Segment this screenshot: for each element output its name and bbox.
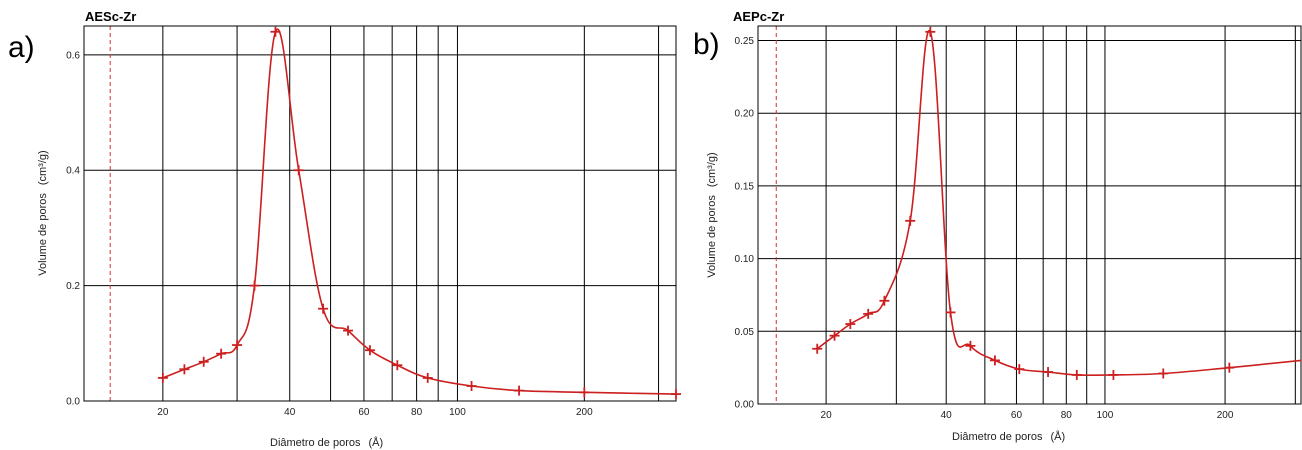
x-tick-label-a-0: 20 — [157, 407, 169, 418]
x-tick-label-a-4: 100 — [449, 407, 466, 418]
plot-frame-b — [757, 25, 1302, 405]
x-tick-label-b-4: 100 — [1097, 410, 1114, 421]
data-point-b-9 — [989, 355, 1000, 366]
data-point-a-1 — [179, 364, 190, 375]
data-point-b-12 — [1071, 369, 1082, 380]
y-tick-label-a-1: 0.2 — [66, 281, 80, 292]
x-axis-title-b: Diâmetro de poros (Å) — [952, 430, 1065, 443]
data-point-a-5 — [249, 280, 260, 291]
series-line-b — [816, 29, 1302, 376]
data-point-b-3 — [863, 308, 874, 319]
data-point-b-15 — [1224, 362, 1235, 373]
series-line-a — [162, 28, 677, 395]
y-ticks-b: 0.00 0.05 0.10 0.15 0.20 0.25 — [735, 36, 755, 410]
series-markers-b — [812, 26, 1235, 380]
grid-b — [758, 26, 1301, 405]
y-tick-label-b-5: 0.25 — [735, 36, 755, 47]
x-ticks-a: 20 40 60 80 100 200 — [157, 407, 593, 418]
data-point-a-4 — [232, 340, 243, 351]
grid-a — [84, 26, 676, 402]
x-tick-label-a-3: 80 — [411, 407, 423, 418]
y-tick-label-a-3: 0.6 — [66, 50, 80, 61]
data-point-a-2 — [198, 356, 209, 367]
data-point-b-14 — [1158, 368, 1169, 379]
panel-letter-a: a) — [8, 31, 35, 64]
chart-title-a: AESc-Zr — [85, 9, 136, 24]
data-point-a-8 — [318, 303, 329, 314]
y-tick-label-b-1: 0.05 — [735, 327, 755, 338]
y-tick-label-a-0: 0.0 — [66, 397, 80, 408]
y-tick-label-b-0: 0.00 — [735, 400, 755, 411]
y-tick-label-a-2: 0.4 — [66, 166, 80, 177]
data-point-b-2 — [845, 319, 856, 330]
data-point-a-14 — [514, 385, 525, 396]
data-point-a-9 — [343, 325, 354, 336]
panel-letter-b: b) — [693, 28, 720, 61]
data-point-a-15 — [579, 387, 590, 398]
x-tick-label-b-5: 200 — [1217, 410, 1234, 421]
data-point-b-0 — [812, 343, 823, 354]
data-point-b-6 — [925, 26, 936, 37]
x-ticks-b: 20 40 60 80 100 200 — [821, 410, 1234, 421]
data-point-a-7 — [293, 165, 304, 176]
y-ticks-a: 0.0 0.2 0.4 0.6 — [66, 50, 80, 407]
y-tick-label-b-2: 0.10 — [735, 254, 755, 265]
x-tick-label-b-2: 60 — [1011, 410, 1023, 421]
chart-panel-a: a) AESc-Zr 0.0 0.2 0.4 0.6 20 40 60 80 100 200 D… — [8, 9, 681, 449]
data-point-a-11 — [392, 360, 403, 371]
x-tick-label-a-5: 200 — [576, 407, 593, 418]
data-point-b-13 — [1108, 369, 1119, 380]
data-point-a-16 — [671, 389, 681, 400]
y-axis-title-a: Volume de poros(cm³/g) — [37, 150, 49, 275]
series-markers-a — [157, 26, 681, 400]
data-point-b-4 — [879, 295, 890, 306]
data-point-b-8 — [965, 340, 976, 351]
data-point-b-11 — [1043, 367, 1054, 378]
y-tick-label-b-4: 0.20 — [735, 109, 755, 120]
data-point-a-6 — [270, 26, 281, 37]
x-tick-label-b-1: 40 — [941, 410, 953, 421]
data-point-b-7 — [945, 307, 956, 318]
data-point-a-0 — [157, 372, 168, 383]
data-point-a-3 — [216, 348, 227, 359]
x-tick-label-a-2: 60 — [358, 407, 370, 418]
x-tick-label-b-0: 20 — [821, 410, 833, 421]
y-axis-title-b: Volume de poros(cm³/g) — [706, 152, 718, 277]
data-point-b-5 — [905, 215, 916, 226]
plot-frame-a — [83, 25, 677, 402]
chart-title-b: AEPc-Zr — [733, 9, 784, 24]
x-tick-label-a-1: 40 — [284, 407, 296, 418]
x-axis-title-a: Diâmetro de poros (Å) — [270, 436, 383, 449]
data-point-a-10 — [364, 345, 375, 356]
chart-panel-b: b) AEPc-Zr 0.00 0.05 0.10 0.15 0.20 0.25 20 40… — [693, 9, 1302, 443]
data-point-a-12 — [422, 372, 433, 383]
x-tick-label-b-3: 80 — [1061, 410, 1073, 421]
data-point-a-13 — [466, 381, 477, 391]
data-point-b-10 — [1014, 364, 1025, 375]
data-point-b-1 — [829, 330, 840, 341]
y-tick-label-b-3: 0.15 — [735, 181, 755, 192]
